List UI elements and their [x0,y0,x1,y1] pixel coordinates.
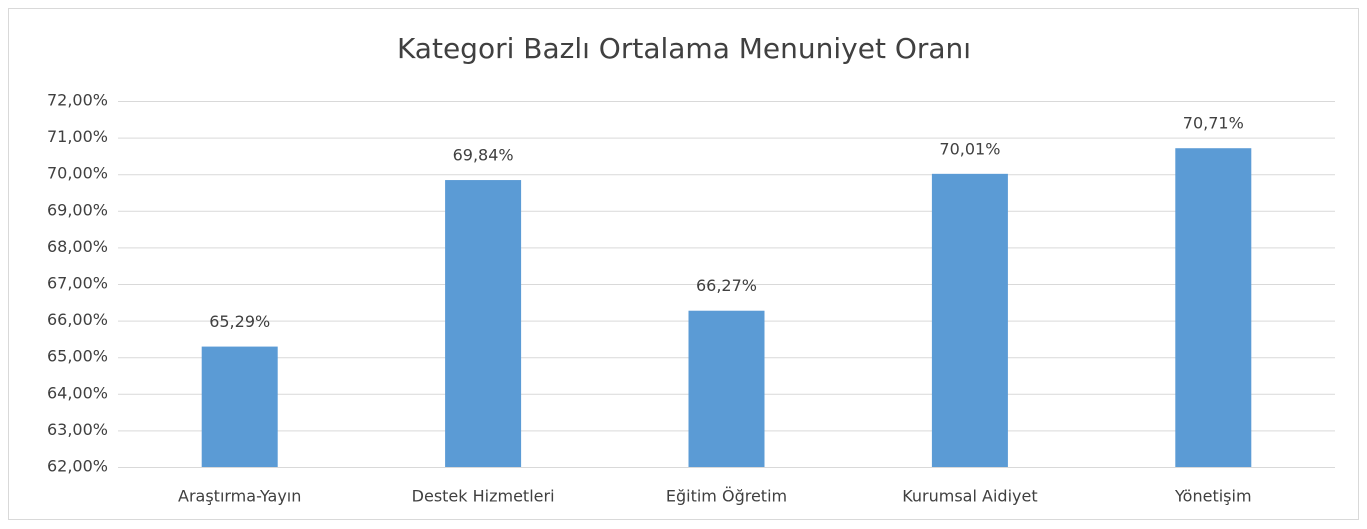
y-tick-label: 64,00% [47,383,108,402]
data-label: 70,01% [939,139,1000,158]
y-tick-label: 63,00% [47,420,108,439]
y-tick-label: 65,00% [47,347,108,366]
bar [688,310,765,467]
bar [931,173,1008,468]
x-tick-label: Kurumsal Aidiyet [902,487,1037,506]
x-tick-label: Destek Hizmetleri [412,487,555,506]
data-label: 65,29% [209,312,270,331]
y-tick-label: 67,00% [47,274,108,293]
y-tick-label: 72,00% [47,91,108,110]
bar [201,346,278,467]
bar [1175,148,1252,468]
y-tick-label: 68,00% [47,237,108,256]
x-tick-label: Eğitim Öğretim [666,487,787,506]
y-tick-label: 71,00% [47,127,108,146]
y-tick-label: 66,00% [47,310,108,329]
data-label: 70,71% [1183,114,1244,133]
y-tick-label: 69,00% [47,200,108,219]
bar [445,180,522,467]
x-tick-label: Yönetişim [1174,487,1252,506]
y-tick-label: 62,00% [47,457,108,476]
x-tick-label: Araştırma-Yayın [178,487,301,506]
data-label: 66,27% [696,276,757,295]
data-label: 69,84% [453,146,514,165]
y-tick-label: 70,00% [47,164,108,183]
chart-title: Kategori Bazlı Ortalama Menuniyet Oranı [397,32,971,65]
